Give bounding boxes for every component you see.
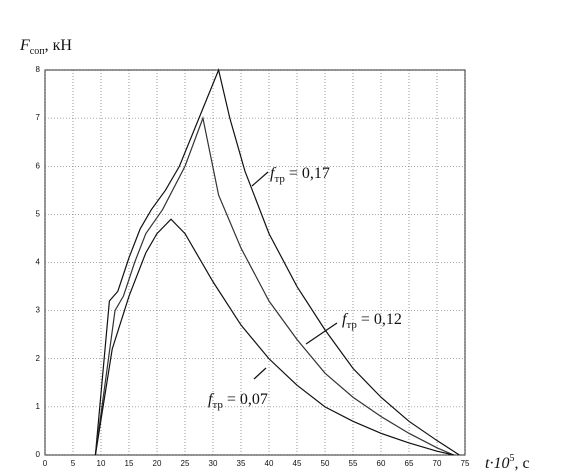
series-label-subscript: тр (346, 319, 357, 331)
x-label-superscript: 5 (509, 453, 514, 464)
y-tick-label: 7 (36, 113, 41, 122)
x-tick-label: 35 (237, 459, 246, 468)
series-label-subscript: тр (274, 173, 285, 185)
x-tick-label: 70 (433, 459, 442, 468)
x-tick-label: 65 (405, 459, 414, 468)
x-tick-label: 75 (461, 459, 470, 468)
series-label: fтр = 0,17 (270, 165, 330, 185)
x-tick-label: 30 (209, 459, 218, 468)
x-label-symbol: t·10 (485, 455, 509, 472)
y-axis-label: Fсоп, кН (19, 37, 72, 57)
x-tick-label: 20 (153, 459, 162, 468)
leader-line (251, 171, 269, 187)
x-tick-label: 45 (293, 459, 302, 468)
x-tick-label: 60 (377, 459, 386, 468)
x-tick-label: 40 (265, 459, 274, 468)
y-tick-label: 0 (36, 450, 41, 459)
x-tick-label: 0 (43, 459, 48, 468)
series-line (94, 218, 454, 456)
series-label-name: = 0,12 (361, 311, 402, 328)
y-label-unit: , кН (45, 37, 73, 54)
y-tick-label: 4 (36, 258, 41, 267)
series-label-symbol: f (208, 391, 215, 408)
x-tick-label: 25 (181, 459, 190, 468)
series-label-symbol: f (342, 311, 349, 328)
y-tick-label: 1 (36, 402, 41, 411)
series-label-name: = 0,07 (227, 391, 268, 408)
y-tick-label: 8 (36, 65, 41, 74)
series-label: fтр = 0,12 (342, 311, 402, 331)
y-tick-label: 5 (36, 209, 41, 218)
y-label-subscript: соп (30, 46, 45, 57)
y-tick-label: 3 (36, 306, 41, 315)
x-tick-label: 10 (97, 459, 106, 468)
series-label-symbol: f (270, 165, 277, 182)
series-label: fтр = 0,07 (208, 391, 268, 411)
series-label-subscript: тр (212, 399, 223, 411)
x-label-unit: , с (514, 455, 529, 472)
y-tick-label: 2 (36, 354, 41, 363)
series-label-name: = 0,17 (289, 165, 330, 182)
y-label-symbol: F (19, 37, 30, 54)
x-tick-label: 15 (125, 459, 134, 468)
x-tick-label: 5 (71, 459, 76, 468)
x-tick-label: 55 (349, 459, 358, 468)
leader-line (253, 367, 267, 380)
x-tick-label: 50 (321, 459, 330, 468)
x-axis-label: t·105, с (485, 453, 530, 472)
y-tick-label: 6 (36, 161, 41, 170)
series-line (94, 68, 460, 456)
series-line (94, 115, 455, 456)
leader-line (305, 322, 338, 345)
